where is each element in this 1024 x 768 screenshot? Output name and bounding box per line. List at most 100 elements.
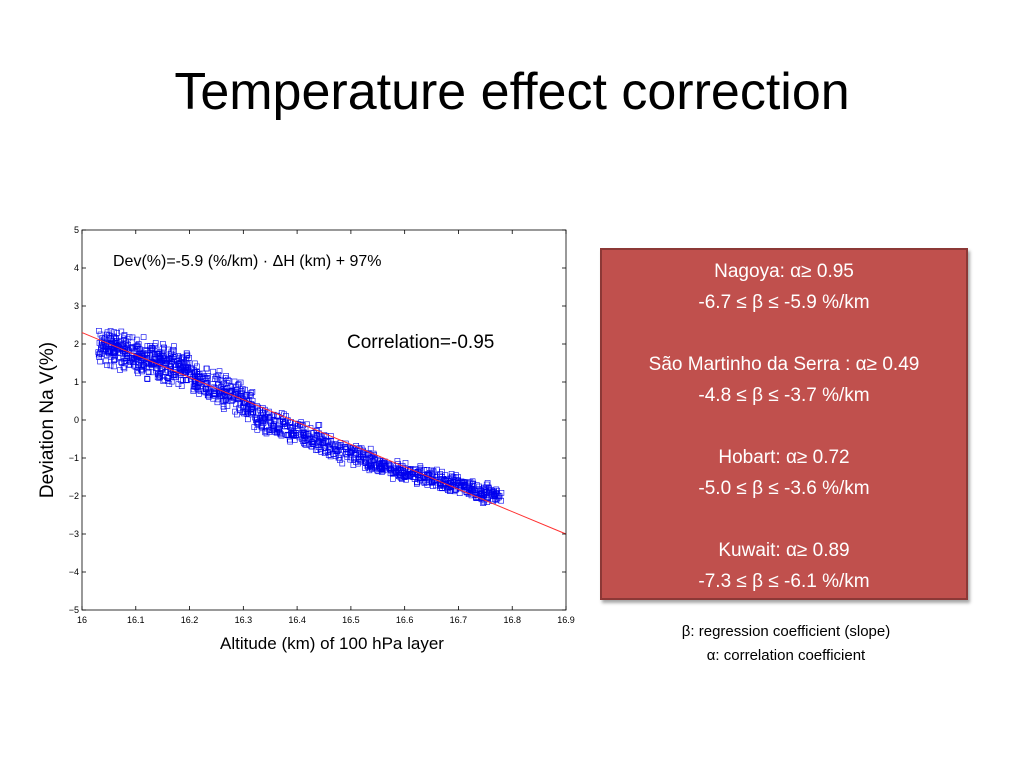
data-point: [293, 432, 299, 438]
data-point: [166, 381, 173, 387]
data-point: [417, 475, 423, 481]
data-point: [156, 375, 162, 381]
data-point: [417, 466, 423, 473]
data-point: [389, 470, 396, 476]
y-tick-label: 5: [74, 225, 79, 235]
data-point: [480, 484, 487, 491]
data-point: [161, 355, 167, 361]
site-name-line: São Martinho da Serra : α≥ 0.49: [648, 354, 920, 375]
data-point: [249, 404, 256, 411]
data-point: [334, 448, 340, 455]
data-point: [395, 461, 402, 467]
data-point: [144, 375, 150, 382]
data-point: [150, 369, 156, 376]
alpha-note: α: correlation coefficient: [706, 647, 866, 664]
data-point: [398, 475, 405, 481]
data-point: [183, 377, 190, 383]
data-point: [104, 362, 110, 368]
data-point: [104, 329, 111, 336]
data-point: [401, 468, 407, 475]
data-point: [326, 438, 333, 444]
data-point: [475, 486, 482, 492]
data-point: [325, 444, 332, 450]
data-point: [131, 362, 137, 369]
data-point: [203, 381, 209, 387]
data-point: [97, 358, 103, 365]
data-point: [119, 360, 125, 366]
data-point: [234, 411, 240, 418]
data-point: [240, 402, 247, 409]
data-point: [201, 373, 207, 379]
data-point: [337, 457, 343, 463]
beta-note: β: regression coefficient (slope): [681, 623, 891, 640]
data-point: [238, 388, 245, 395]
data-point: [111, 333, 117, 340]
data-point: [218, 384, 224, 390]
data-point: [242, 386, 248, 393]
data-point: [107, 362, 114, 369]
scatter-chart: 16 16.1 16.2 16.3 16.4 16.5 16.6 16.7 16.8 16.9 5…: [0, 220, 590, 660]
data-point: [112, 348, 118, 355]
data-point: [157, 356, 163, 363]
data-point: [289, 431, 296, 437]
data-point: [473, 494, 480, 500]
data-point: [202, 374, 208, 381]
y-tick-label: −3: [69, 529, 79, 539]
data-point: [315, 422, 322, 428]
data-point: [351, 447, 358, 454]
data-point: [111, 329, 117, 335]
data-point: [216, 368, 223, 374]
y-tick-label: −4: [69, 567, 79, 577]
data-point: [151, 343, 158, 349]
data-point: [484, 480, 491, 486]
data-point: [313, 447, 319, 453]
data-point: [370, 450, 377, 457]
data-point: [379, 466, 386, 473]
x-tick-label: 16.3: [235, 615, 253, 625]
data-point: [366, 462, 373, 469]
data-point: [261, 414, 268, 420]
x-tick-label: 16.6: [396, 615, 414, 625]
data-point: [344, 444, 351, 451]
data-point: [491, 491, 497, 498]
data-point: [351, 455, 357, 461]
data-point: [368, 464, 375, 470]
y-tick-label: −2: [69, 491, 79, 501]
y-axis: 5 4 3 2 1 0 −1 −2 −3 −4 −5: [69, 225, 566, 615]
data-point: [123, 338, 129, 345]
data-point: [478, 490, 484, 497]
data-point: [480, 500, 486, 507]
data-point: [418, 474, 424, 481]
data-point: [134, 356, 141, 362]
data-point: [135, 346, 142, 352]
data-point: [283, 413, 289, 419]
data-point: [446, 484, 453, 491]
data-point: [192, 360, 198, 367]
data-point: [212, 376, 218, 382]
data-point: [139, 364, 146, 370]
data-point: [494, 487, 500, 494]
data-point: [121, 365, 128, 372]
data-point: [355, 460, 361, 467]
data-point: [188, 366, 194, 372]
x-tick-label: 16: [77, 615, 87, 625]
site-nagoya: Nagoya: α≥ 0.95 -6.7 ≤ β ≤ -5.9 %/km: [602, 256, 966, 318]
data-point: [259, 423, 265, 430]
site-name-line: Nagoya: α≥ 0.95: [714, 261, 854, 282]
x-axis-label: Altitude (km) of 100 hPa layer: [220, 634, 444, 653]
data-point: [249, 389, 256, 395]
data-point: [138, 352, 145, 359]
data-point: [336, 446, 342, 453]
data-point: [219, 380, 226, 387]
data-point: [406, 472, 413, 478]
data-point: [385, 463, 392, 470]
data-point: [168, 370, 175, 377]
data-point: [307, 436, 314, 442]
data-point: [142, 360, 149, 367]
data-point: [144, 376, 151, 382]
x-tick-label: 16.2: [181, 615, 199, 625]
data-point: [109, 337, 116, 344]
data-point: [175, 362, 181, 368]
data-point: [379, 460, 386, 467]
data-point: [203, 365, 210, 372]
